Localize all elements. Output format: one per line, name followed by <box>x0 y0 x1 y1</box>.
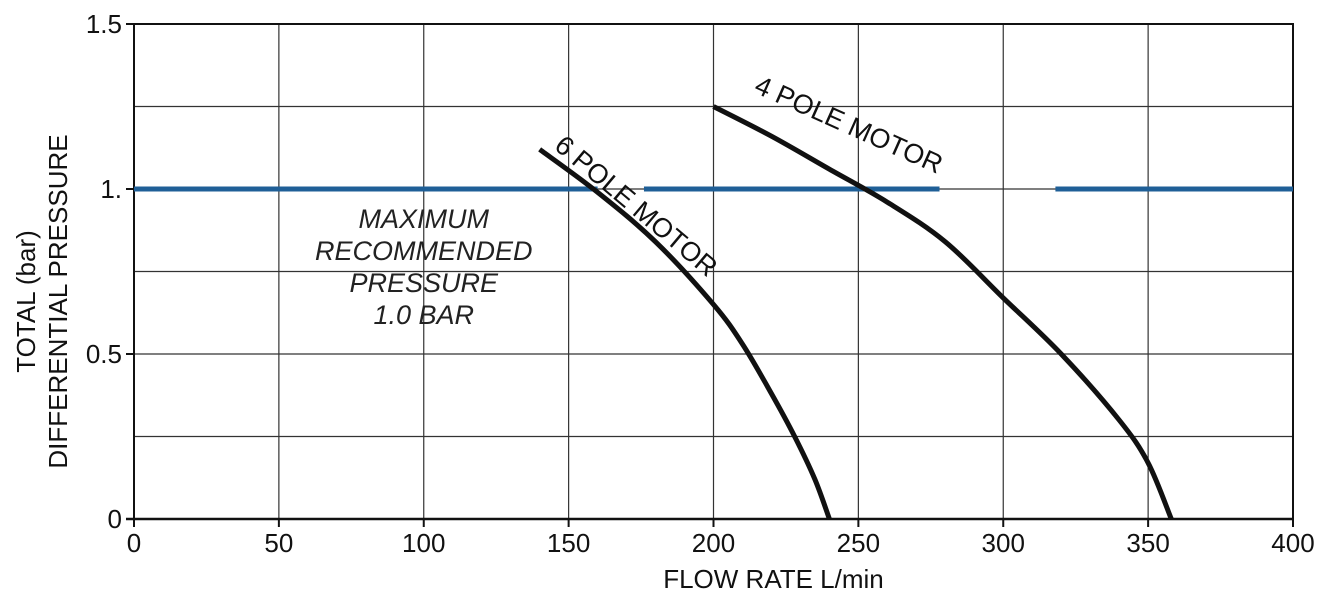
x-tick-label: 100 <box>402 528 445 558</box>
series <box>538 104 1174 520</box>
six-pole-motor-curve <box>538 147 832 520</box>
x-tick-label: 250 <box>837 528 880 558</box>
x-tick-label: 200 <box>692 528 735 558</box>
x-tick-label: 400 <box>1271 528 1314 558</box>
max-pressure-annotation-line: PRESSURE <box>349 268 499 298</box>
x-tick-label: 0 <box>127 528 141 558</box>
y-tick-label: 0 <box>108 504 122 534</box>
x-tick-label: 350 <box>1126 528 1169 558</box>
y-tick-label: 0.5 <box>86 339 122 369</box>
max-pressure-annotation-line: MAXIMUM <box>359 204 490 234</box>
axes: 0 50 100 150 200 250 300 350 400 0 0.5 1. 1.5 FLOW RA… <box>11 9 1315 594</box>
grid <box>134 24 1293 519</box>
x-axis-title: FLOW RATE L/min <box>663 564 884 594</box>
four-pole-motor-label: 4 POLE MOTOR <box>750 70 947 180</box>
y-tick-label: 1. <box>100 174 122 204</box>
four-pole-motor-curve <box>712 104 1174 520</box>
y-tick-label: 1.5 <box>86 9 122 39</box>
x-tick-label: 300 <box>982 528 1025 558</box>
y-axis-title-line-1: TOTAL (bar) <box>11 230 41 373</box>
max-pressure-annotation-line: 1.0 BAR <box>373 300 474 330</box>
y-axis-title-line-2: DIFFERENTIAL PRESSURE <box>43 134 73 468</box>
max-pressure-annotation-line: RECOMMENDED <box>315 236 533 266</box>
x-tick-label: 150 <box>547 528 590 558</box>
six-pole-motor-label: 6 POLE MOTOR <box>549 130 723 283</box>
x-tick-label: 50 <box>264 528 293 558</box>
